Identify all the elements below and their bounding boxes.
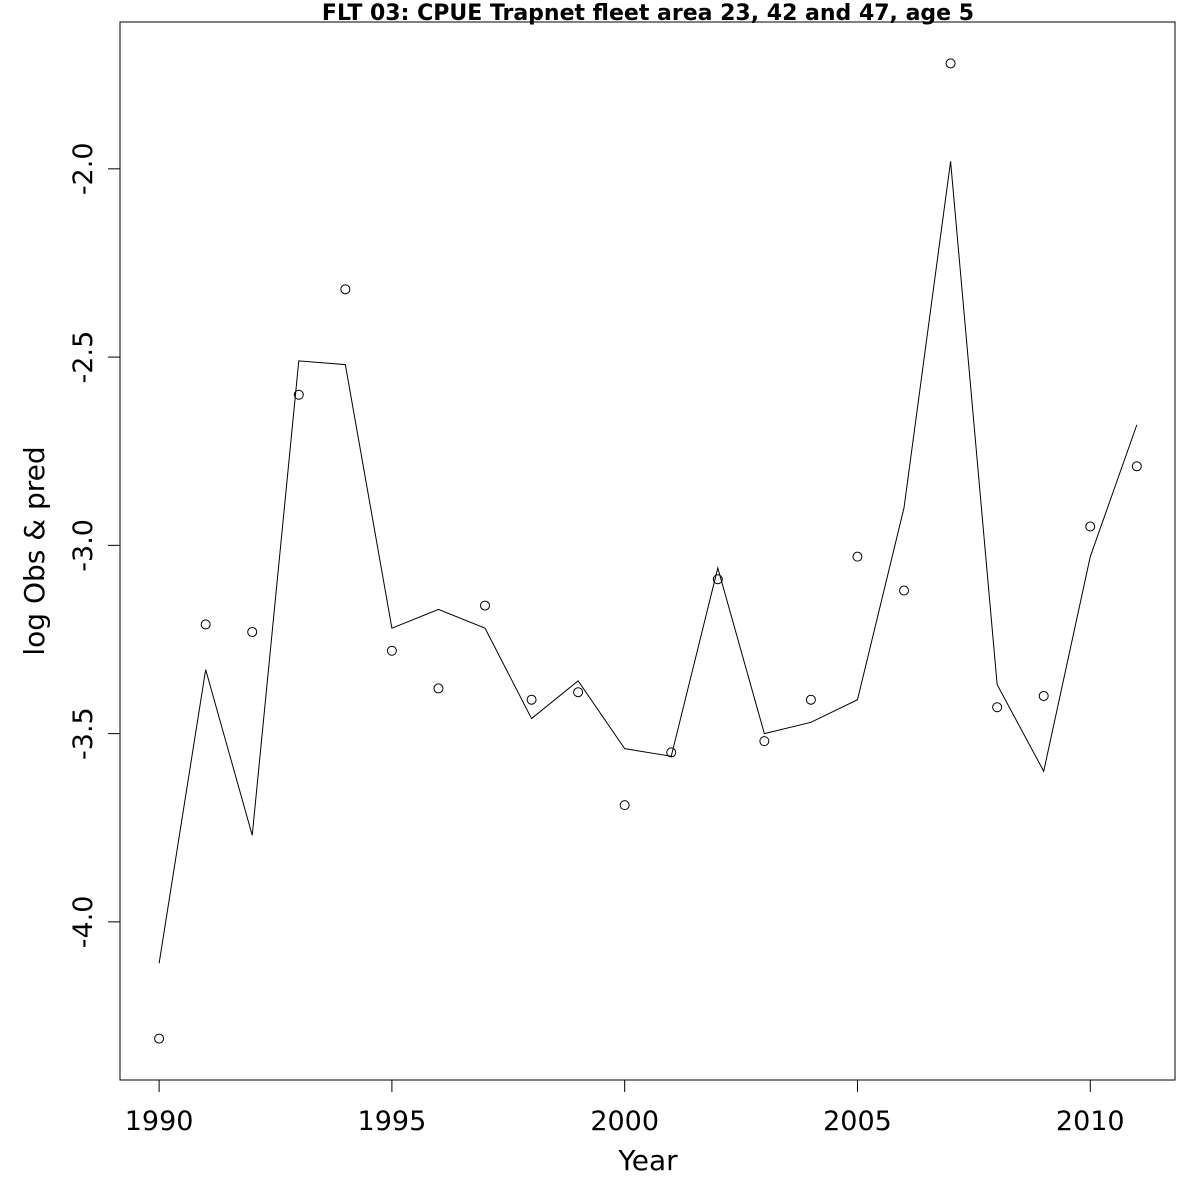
observed-point [386, 645, 397, 656]
observed-point [1131, 461, 1142, 472]
observed-point [480, 600, 491, 611]
x-tick-label: 2010 [1056, 1106, 1125, 1137]
observed-point [526, 694, 537, 705]
plot-marks [154, 58, 1142, 1044]
observed-point [340, 284, 351, 295]
observed-point [619, 800, 630, 811]
observed-point [1085, 521, 1096, 532]
observed-point [293, 389, 304, 400]
observed-point [992, 702, 1003, 713]
y-tick-label: -2.5 [68, 331, 99, 384]
plot-frame [119, 21, 1176, 1081]
observed-point [666, 747, 677, 758]
observed-point [805, 694, 816, 705]
observed-point [759, 736, 770, 747]
observed-point [573, 687, 584, 698]
x-axis-label: Year [617, 1144, 678, 1177]
observed-point [433, 683, 444, 694]
observed-point [899, 585, 910, 596]
y-axis-label: log Obs & pred [18, 446, 51, 655]
observed-point [200, 619, 211, 630]
y-tick-label: -2.0 [68, 142, 99, 195]
observed-point [712, 574, 723, 585]
observed-point [945, 58, 956, 69]
observed-point [852, 551, 863, 562]
x-tick-label: 2005 [823, 1106, 892, 1137]
y-tick-label: -3.0 [68, 519, 99, 572]
observed-point [1038, 690, 1049, 701]
predicted-line [158, 161, 1138, 964]
x-tick-label: 2000 [590, 1106, 659, 1137]
y-axis: -4.0 -3.5 -3.0 -2.5 -2.0 [68, 142, 121, 949]
x-tick-label: 1995 [358, 1106, 427, 1137]
y-tick-label: -3.5 [68, 707, 99, 760]
observed-point [154, 1033, 165, 1044]
x-axis: 1990 1995 2000 2005 2010 [125, 1079, 1125, 1137]
y-tick-label: -4.0 [68, 896, 99, 949]
observed-point [247, 626, 258, 637]
x-tick-label: 1990 [125, 1106, 194, 1137]
